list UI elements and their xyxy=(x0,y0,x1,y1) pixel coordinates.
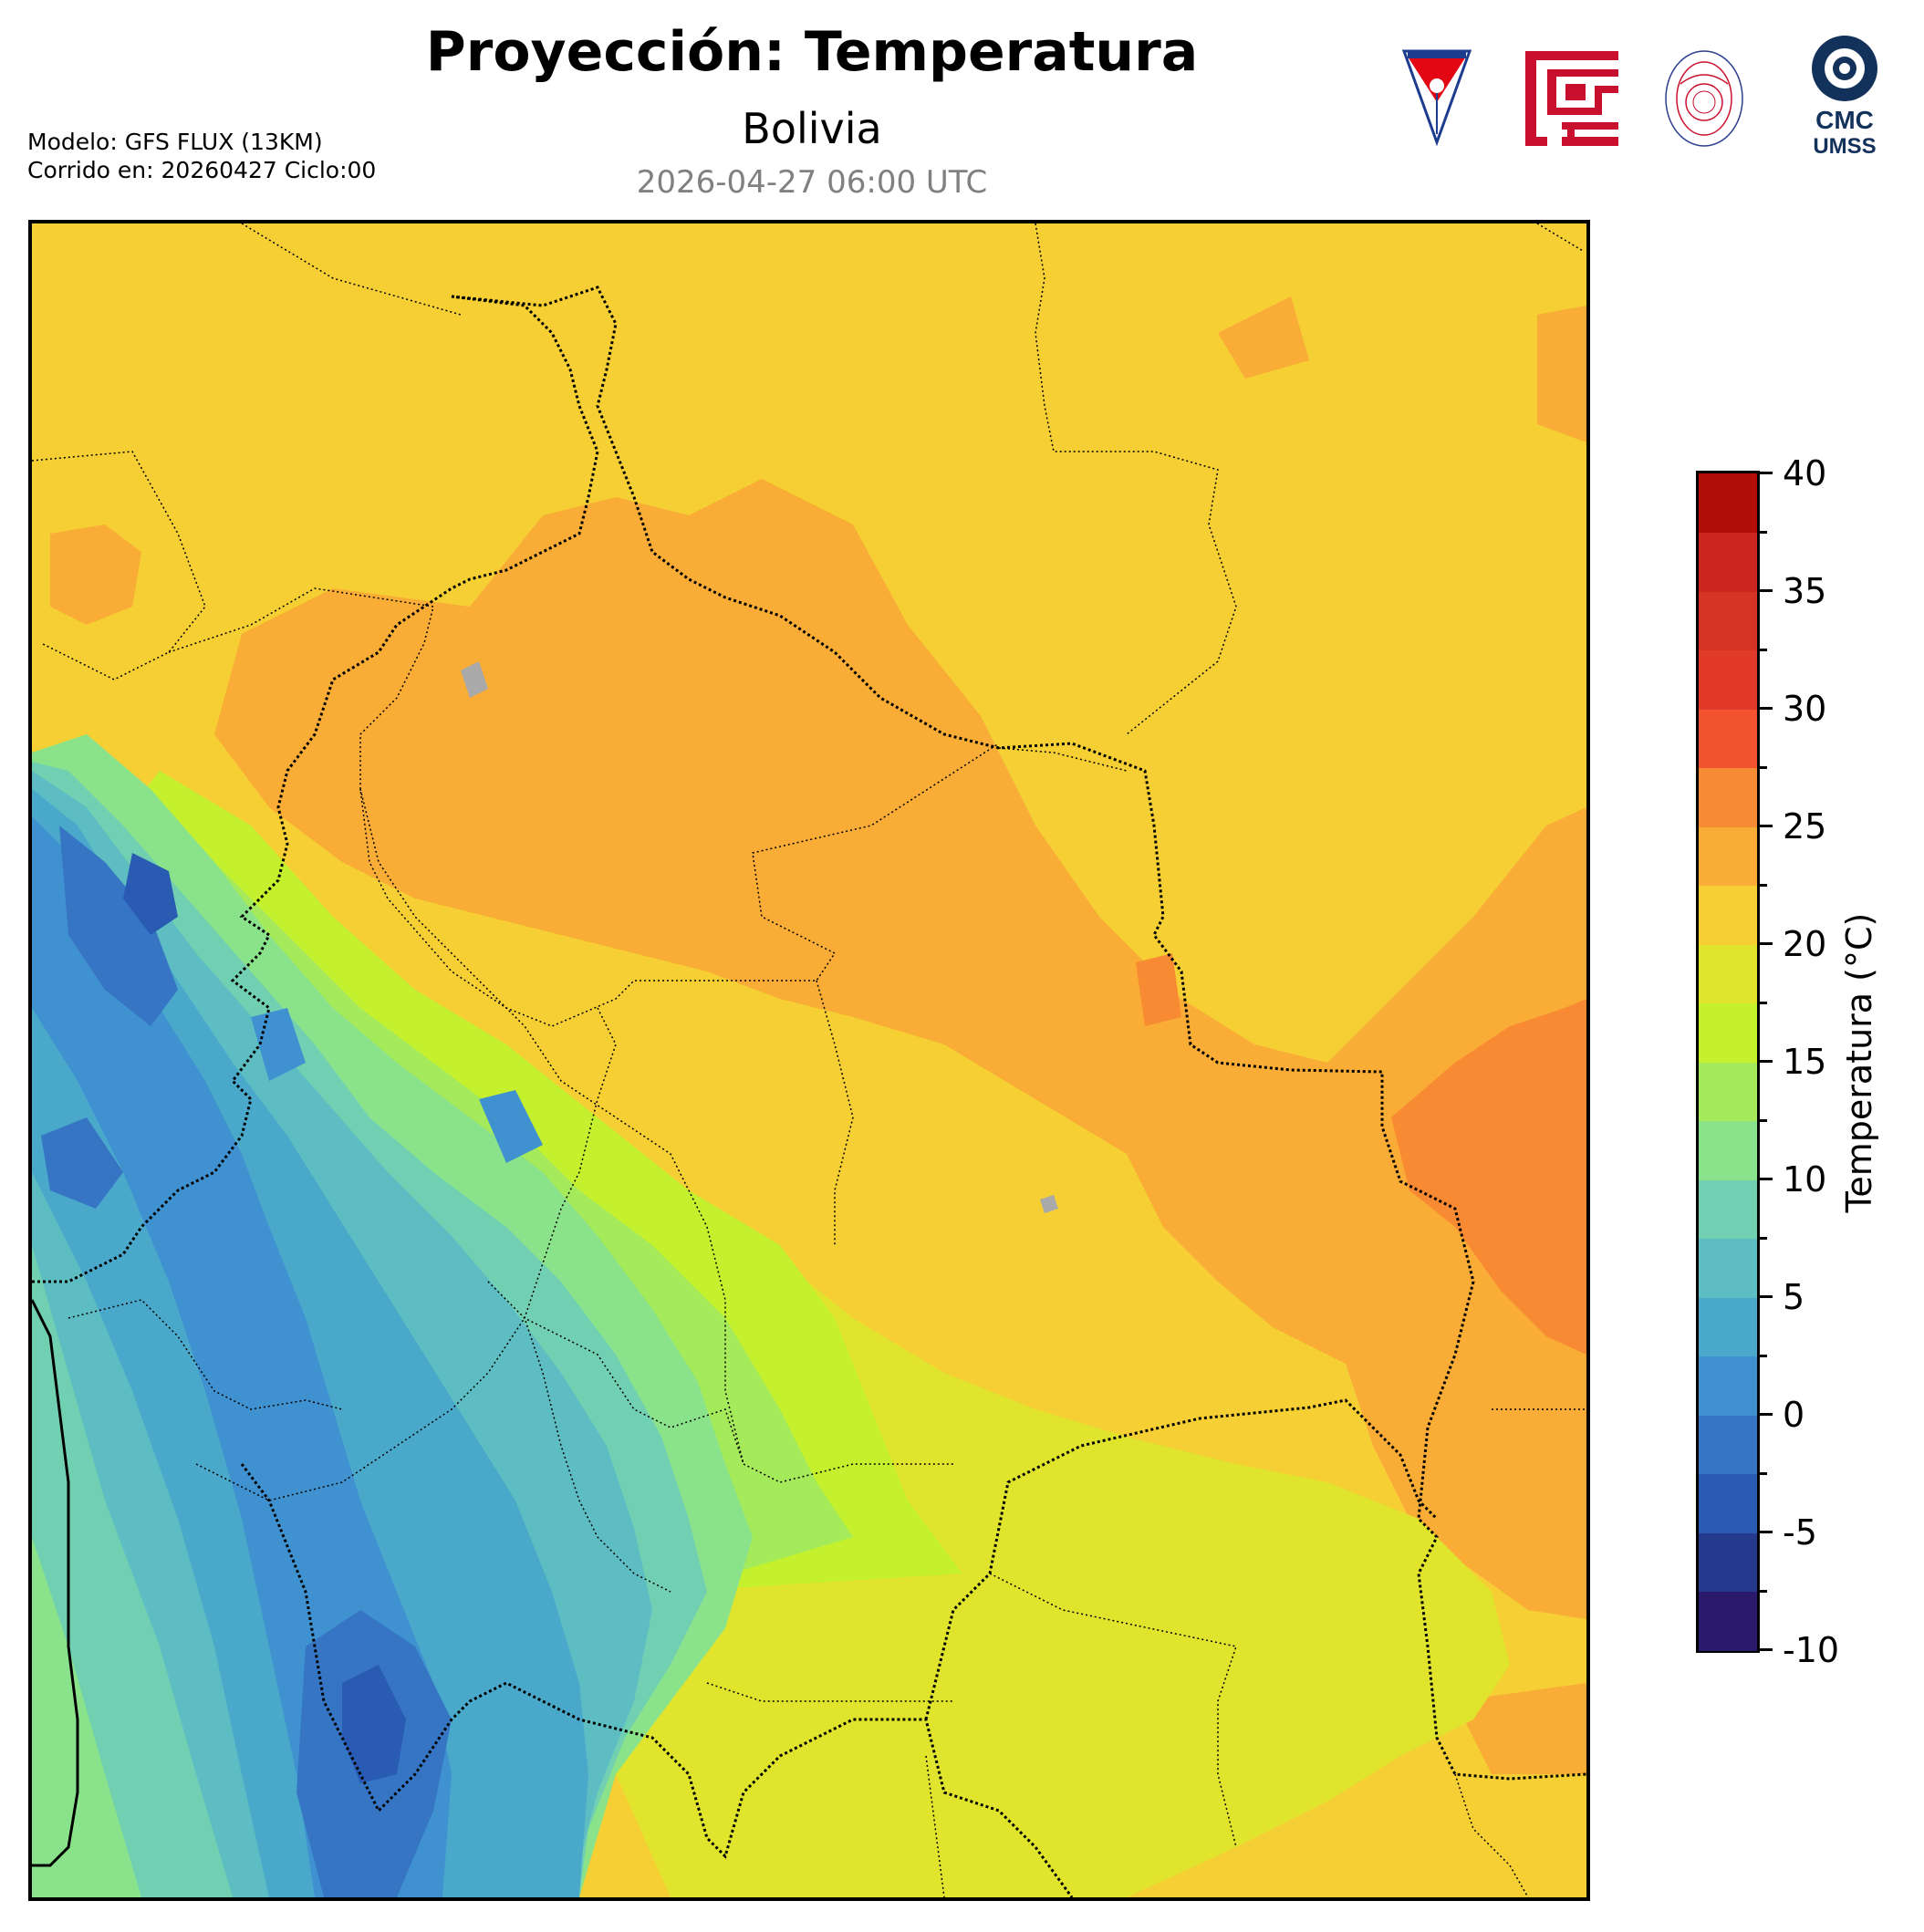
model-name-line: Modelo: GFS FLUX (13KM) xyxy=(27,129,323,155)
colorbar-band xyxy=(1699,944,1757,1003)
colorbar-tick-label: -10 xyxy=(1783,1630,1840,1670)
colorbar-band xyxy=(1699,885,1757,945)
colorbar-band xyxy=(1699,709,1757,768)
colorbar-band xyxy=(1699,591,1757,650)
valid-datetime: 2026-04-27 06:00 UTC xyxy=(636,164,988,201)
cmc-logo-line2: UMSS xyxy=(1813,134,1876,157)
colorbar-band xyxy=(1699,767,1757,827)
colorbar-band xyxy=(1699,826,1757,886)
colorbar-band xyxy=(1699,1238,1757,1298)
umss-shield-icon xyxy=(1400,47,1473,148)
colorbar-band xyxy=(1699,532,1757,592)
colorbar-band xyxy=(1699,473,1757,533)
cmc-logo-line1: CMC xyxy=(1815,106,1874,134)
colorbar-band xyxy=(1699,1062,1757,1121)
colorbar-band xyxy=(1699,1179,1757,1239)
colorbar-tick-label: 35 xyxy=(1783,571,1827,611)
model-info: Modelo: GFS FLUX (13KM) Corrido en: 2026… xyxy=(27,128,376,184)
colorbar-tick-label: 30 xyxy=(1783,689,1827,729)
red-meander-logo-icon xyxy=(1525,51,1618,146)
colorbar-band xyxy=(1699,1591,1757,1651)
colorbar-tick-label: 25 xyxy=(1783,806,1827,847)
colorbar-band xyxy=(1699,1415,1757,1474)
colorbar-tick-label: 0 xyxy=(1783,1395,1805,1435)
coastline xyxy=(32,1299,79,1867)
departamento-fisica-seal-icon xyxy=(1662,47,1746,150)
colorbar-tick-label: 5 xyxy=(1783,1277,1805,1317)
colorbar-label: Temperatura (°C) xyxy=(1839,912,1879,1213)
colorbar-band xyxy=(1699,1120,1757,1180)
colorbar-band xyxy=(1699,649,1757,710)
temperature-contours xyxy=(32,296,1586,1897)
temperature-colorbar xyxy=(1696,471,1760,1653)
country-borders xyxy=(32,286,1586,1897)
colorbar-band xyxy=(1699,1002,1757,1063)
colorbar-band xyxy=(1699,1532,1757,1592)
colorbar-band xyxy=(1699,1356,1757,1416)
colorbar-tick-label: -5 xyxy=(1783,1512,1817,1553)
admin-borders xyxy=(32,223,1586,1897)
run-info-line: Corrido en: 20260427 Ciclo:00 xyxy=(27,157,377,183)
colorbar-band xyxy=(1699,1297,1757,1356)
plot-title: Proyección: Temperatura xyxy=(425,20,1199,84)
colorbar-tick-label: 10 xyxy=(1783,1159,1827,1200)
region-subtitle: Bolivia xyxy=(742,104,882,153)
colorbar-band xyxy=(1699,1473,1757,1533)
cmc-logo-icon: CMC UMSS xyxy=(1801,35,1888,159)
colorbar-tick-label: 20 xyxy=(1783,924,1827,964)
colorbar-tick-label: 40 xyxy=(1783,453,1827,493)
temperature-map[interactable] xyxy=(28,220,1590,1901)
colorbar-tick-label: 15 xyxy=(1783,1042,1827,1082)
